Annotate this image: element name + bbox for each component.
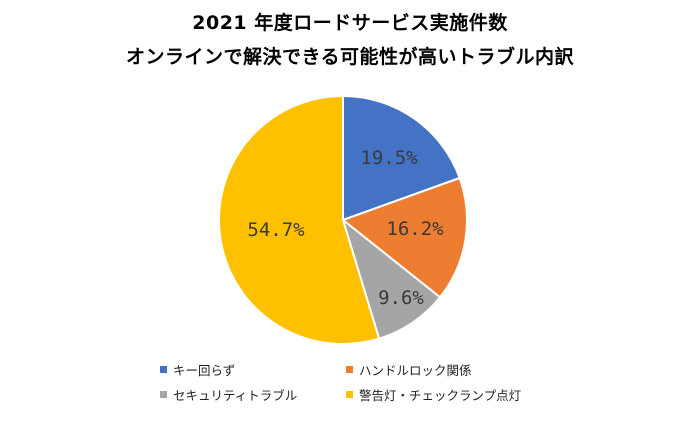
slice-data-label: 16.2% bbox=[386, 218, 444, 240]
slice-data-label: 19.5% bbox=[360, 147, 418, 169]
chart-subtitle: オンラインで解決できる可能性が高いトラブル内訳 bbox=[125, 46, 575, 68]
pie-slice bbox=[342, 95, 461, 221]
pie-slice bbox=[217, 95, 381, 345]
slice-data-label: 9.6% bbox=[378, 287, 424, 309]
slice-data-label: 54.7% bbox=[247, 219, 305, 241]
pie-slice bbox=[342, 219, 442, 340]
pie-slice bbox=[342, 177, 468, 299]
chart-title: 2021 年度ロードサービス実施件数 bbox=[192, 12, 508, 34]
